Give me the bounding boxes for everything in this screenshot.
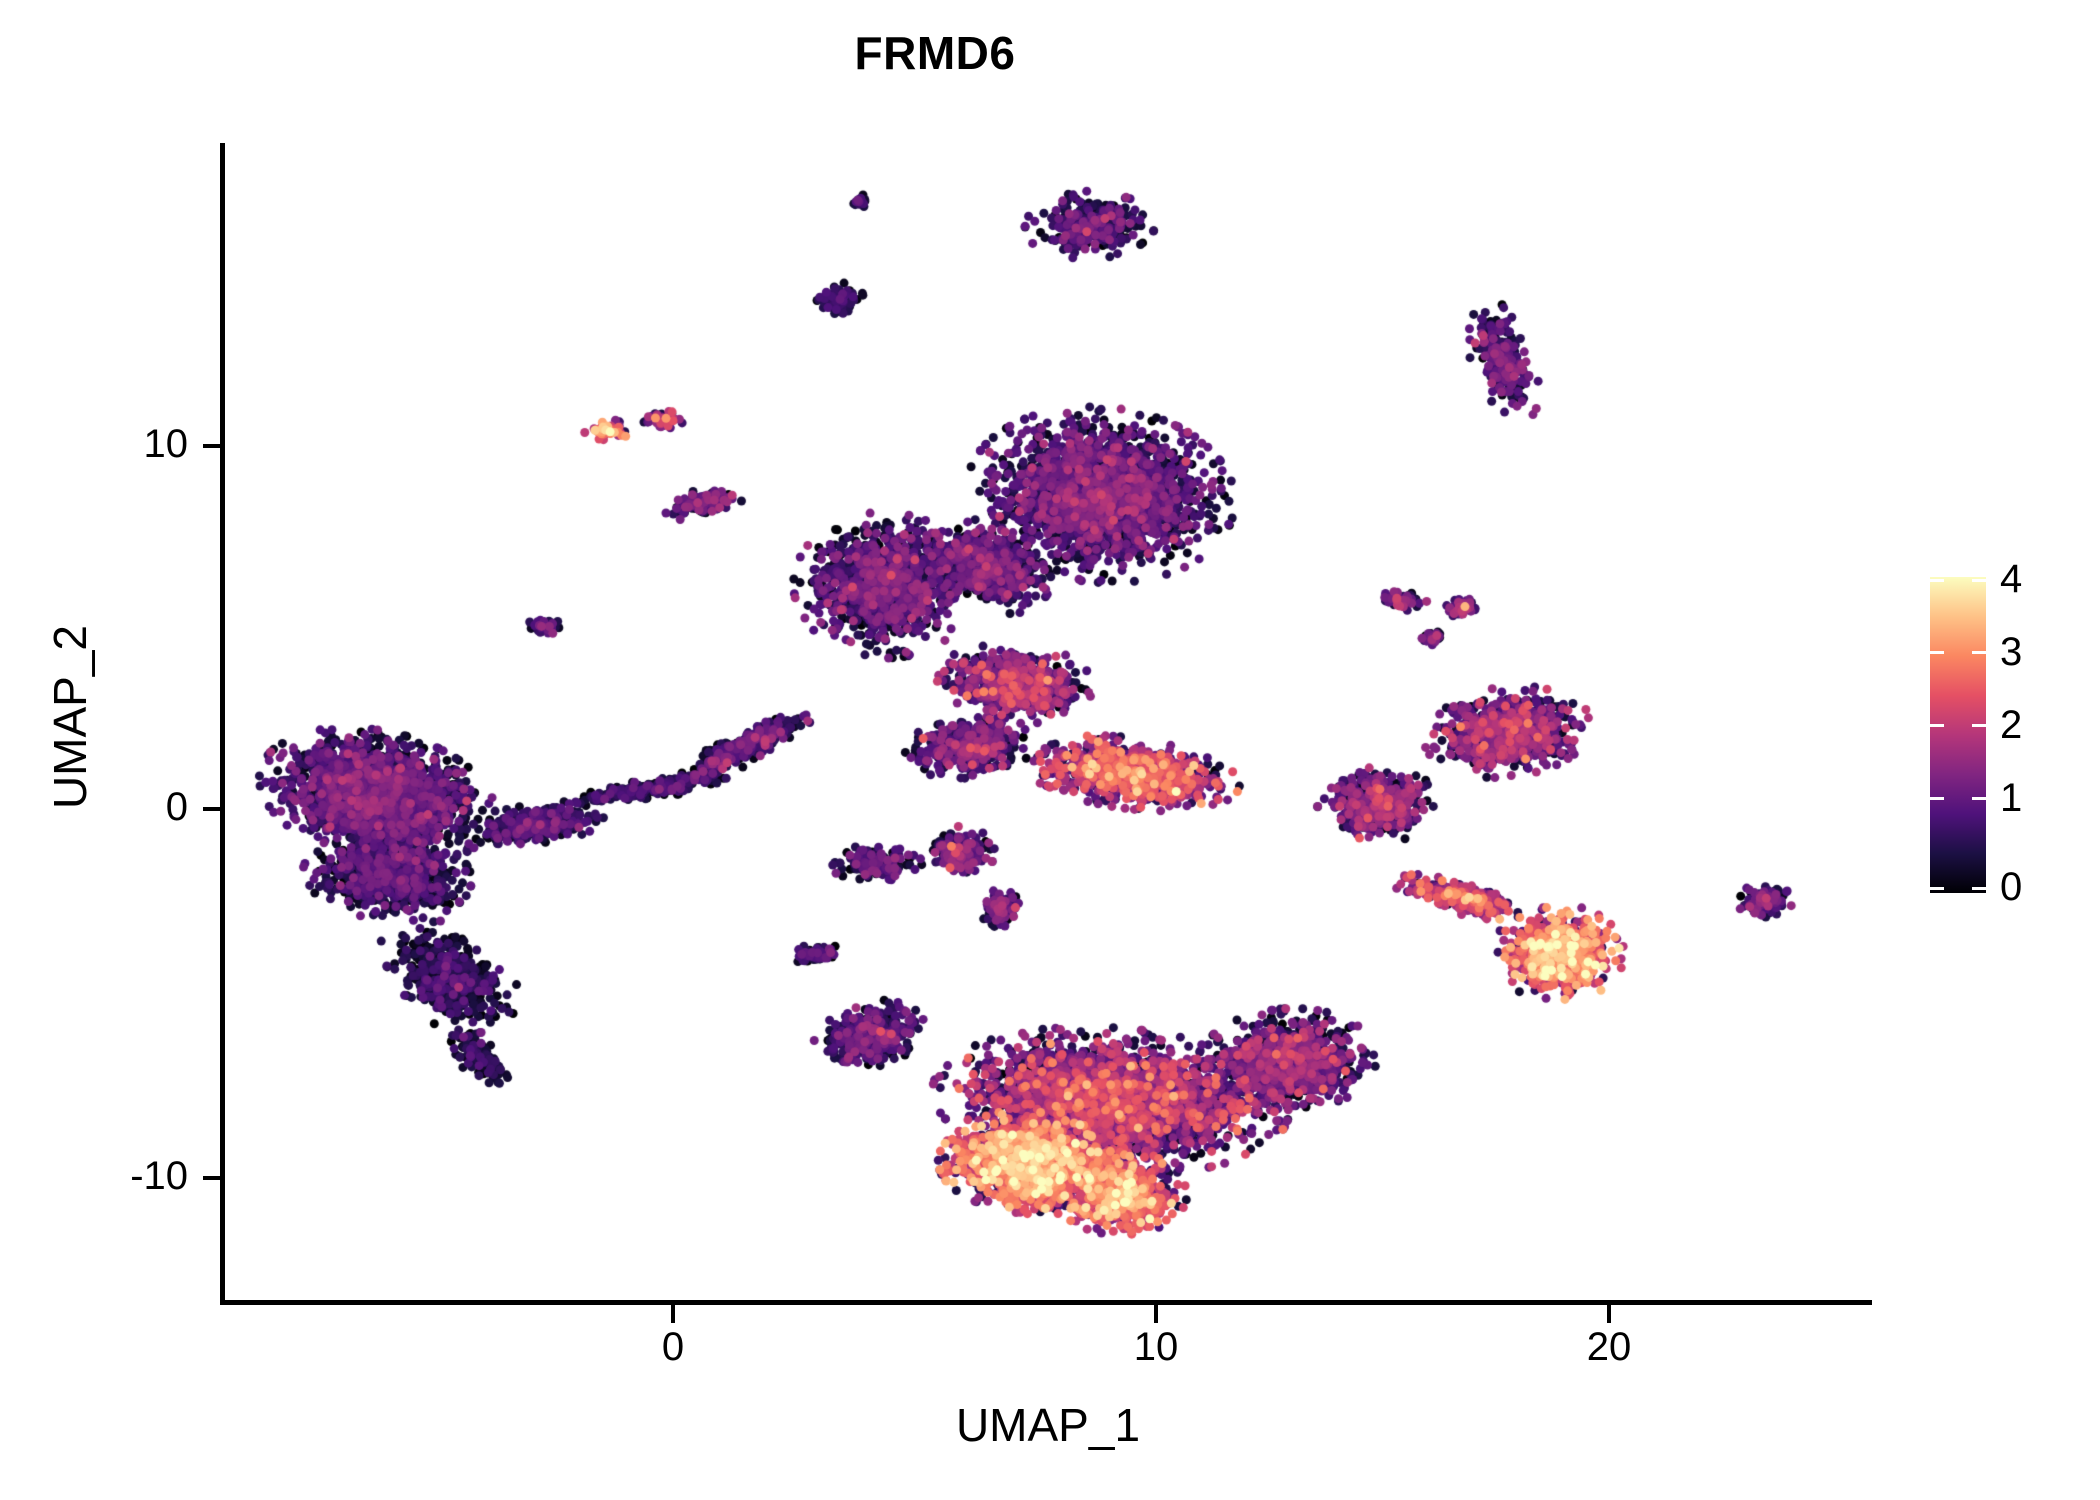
y-tick-mark-10 — [203, 444, 221, 448]
colorbar-label-3: 3 — [2000, 630, 2023, 674]
colorbar-tick-3 — [1930, 651, 1986, 654]
colorbar-label-4: 4 — [2000, 557, 2023, 601]
y-axis-title: UMAP_2 — [44, 624, 96, 810]
y-tick-label-neg10: -10 — [130, 1154, 188, 1198]
colorbar-label-1: 1 — [2000, 776, 2023, 820]
scatter-canvas-wrapper — [224, 143, 1872, 1302]
page-title: FRMD6 — [854, 27, 1016, 79]
y-tick-mark-0 — [203, 807, 221, 811]
y-axis-line — [220, 143, 225, 1305]
colorbar-tick-0 — [1930, 887, 1986, 890]
x-tick-label-0: 0 — [661, 1325, 685, 1369]
x-tick-mark-20 — [1607, 1305, 1611, 1323]
colorbar-label-0: 0 — [2000, 865, 2023, 909]
y-tick-label-0: 0 — [165, 785, 188, 829]
colorbar-tick-1 — [1930, 797, 1986, 800]
scatter-plot-canvas — [224, 143, 1872, 1302]
colorbar-legend: 4 3 2 1 0 — [1930, 559, 2080, 907]
plot-panel — [224, 143, 1872, 1302]
colorbar-gradient — [1930, 577, 1986, 893]
colorbar-tick-4 — [1930, 579, 1986, 582]
x-axis-line — [220, 1300, 1872, 1305]
x-tick-mark-10 — [1154, 1305, 1158, 1323]
colorbar-tick-2 — [1930, 724, 1986, 727]
x-tick-label-10: 10 — [1133, 1325, 1179, 1369]
x-tick-label-20: 20 — [1586, 1325, 1632, 1369]
y-tick-label-10: 10 — [143, 422, 189, 466]
y-tick-mark-neg10 — [203, 1176, 221, 1180]
colorbar-label-2: 2 — [2000, 703, 2023, 747]
x-axis-title: UMAP_1 — [955, 1399, 1141, 1451]
x-tick-mark-0 — [671, 1305, 675, 1323]
